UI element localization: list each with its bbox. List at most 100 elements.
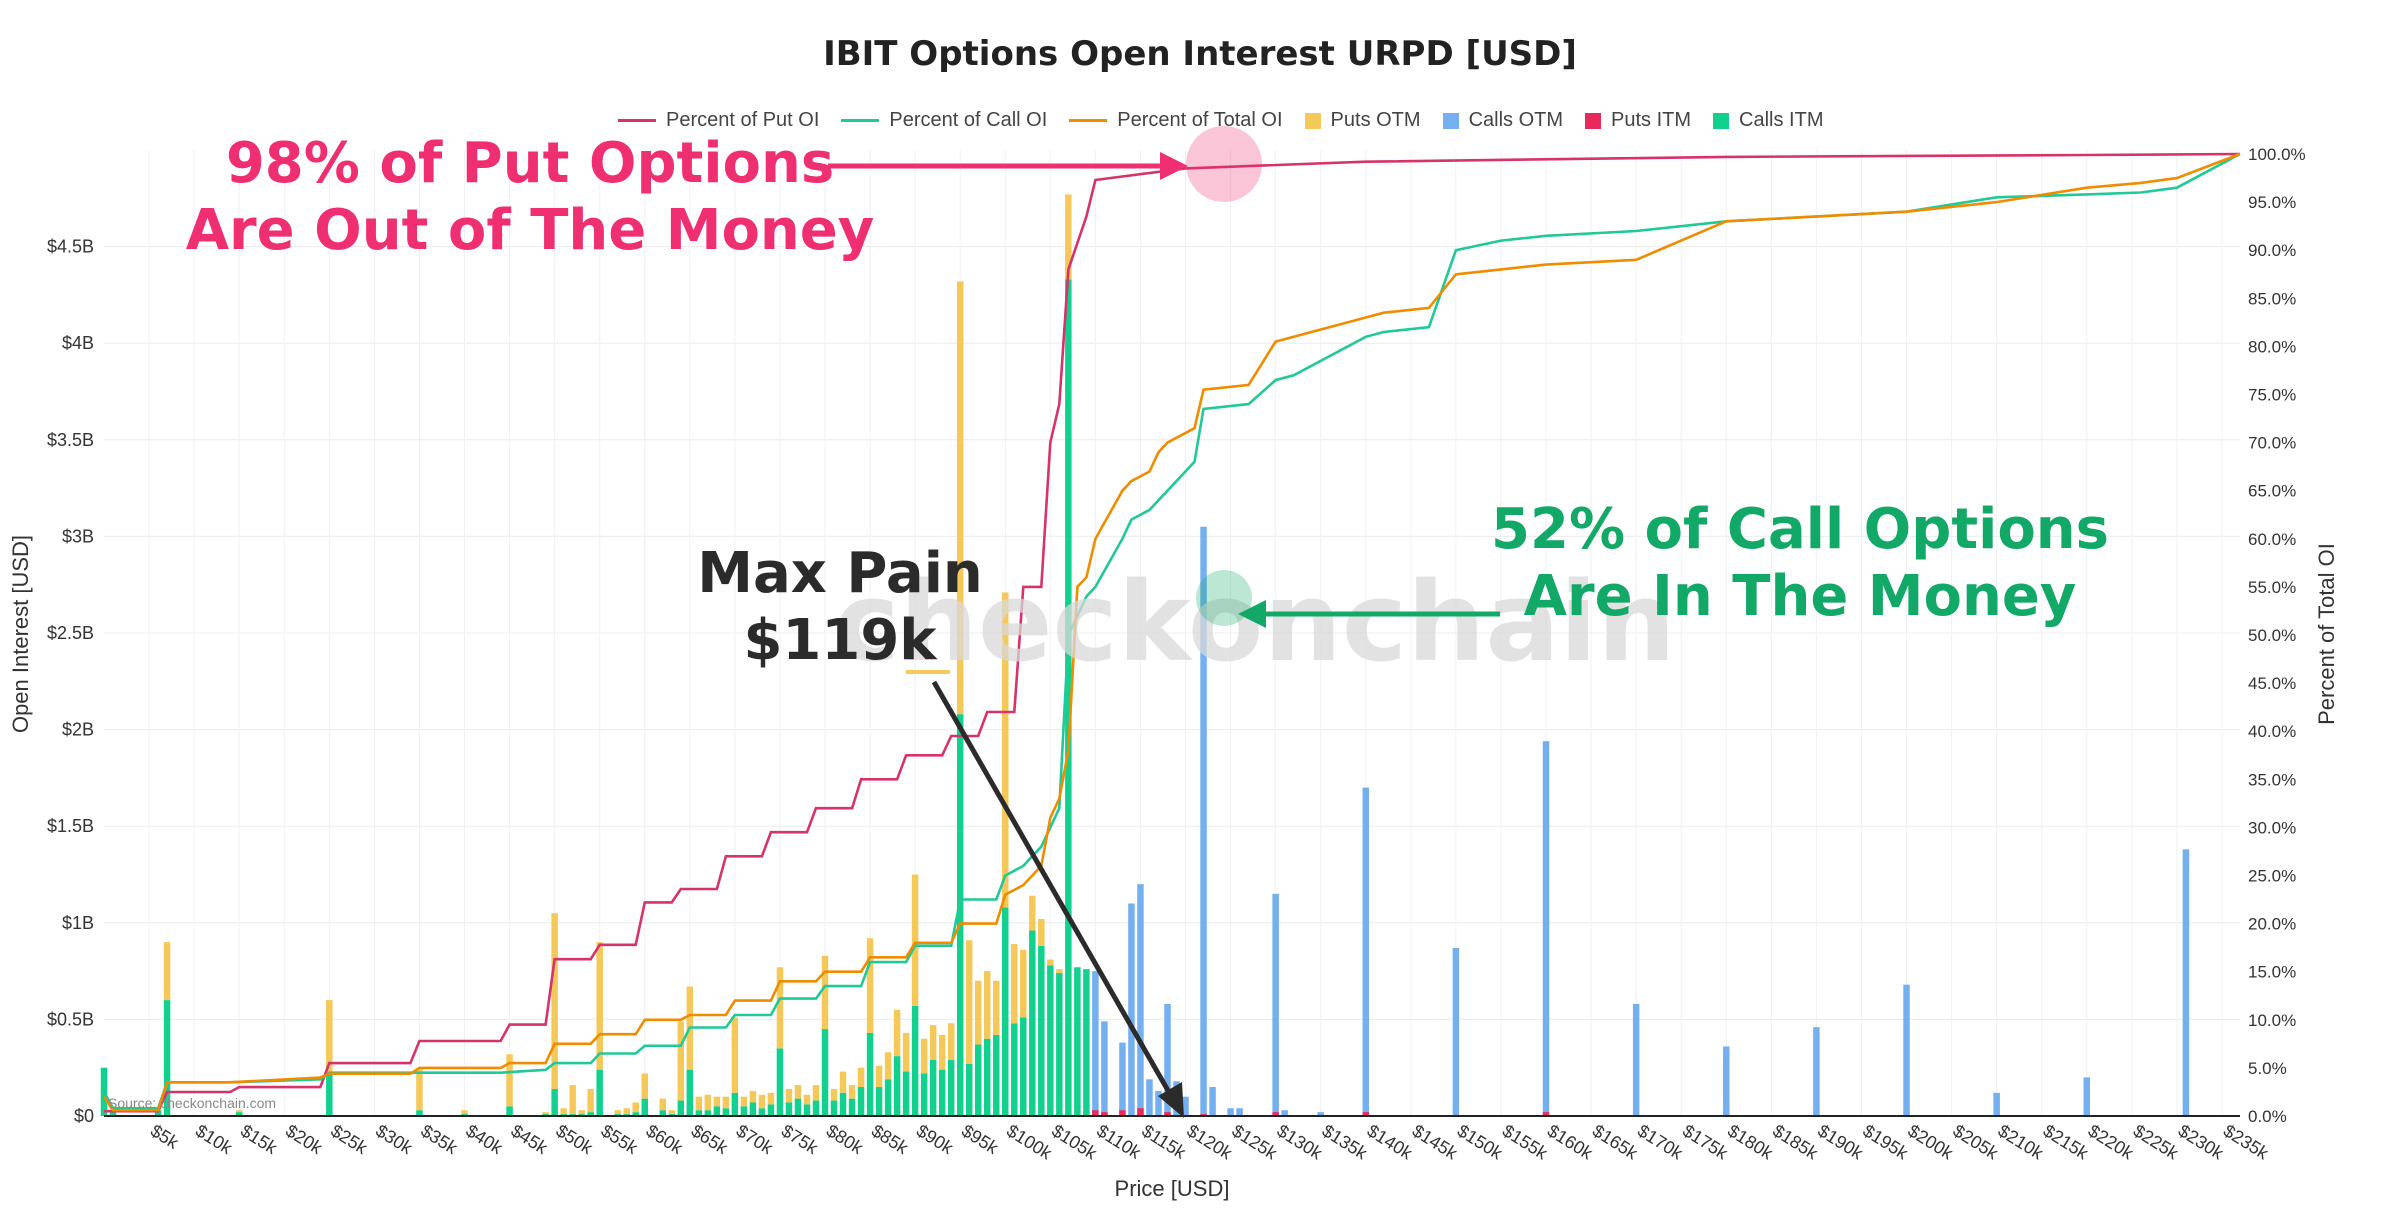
bar-calls-otm xyxy=(1227,1108,1234,1116)
bar-calls-itm xyxy=(848,1098,856,1116)
bar-calls-otm xyxy=(1723,1046,1730,1116)
bar-puts-otm xyxy=(722,1096,730,1109)
x-tick-label: $95k xyxy=(958,1120,1003,1158)
legend[interactable]: Percent of Put OI Percent of Call OI Per… xyxy=(618,109,1823,132)
bar-puts-otm xyxy=(596,942,603,1070)
bar-puts-otm xyxy=(956,281,964,715)
y2-tick-label: 70.0% xyxy=(2248,434,2296,453)
bar-puts-otm xyxy=(1029,895,1036,931)
bar-calls-itm xyxy=(785,1102,793,1116)
x-axis-label: Price [USD] xyxy=(1115,1176,1230,1201)
x-tick-label: $130k xyxy=(1274,1120,1327,1163)
x-tick-label: $55k xyxy=(598,1120,643,1158)
x-tick-label: $180k xyxy=(1724,1120,1777,1163)
bar-calls-itm xyxy=(839,1092,847,1116)
y2-tick-label: 45.0% xyxy=(2248,674,2296,693)
bar-calls-otm xyxy=(1813,1027,1820,1116)
bar-calls-otm xyxy=(1632,1003,1640,1116)
bar-puts-otm xyxy=(920,1038,928,1074)
line-percent-put-oi xyxy=(104,152,2241,1113)
maxpain-arrow-head xyxy=(1158,1082,1184,1118)
y2-tick-label: 15.0% xyxy=(2248,963,2296,982)
bar-puts-otm xyxy=(326,1000,333,1074)
y-axis-label: Open Interest [USD] xyxy=(8,535,33,733)
bar-calls-itm xyxy=(983,1038,991,1116)
legend-item-put-pct[interactable]: Percent of Put OI xyxy=(618,109,819,132)
legend-label-calls-itm: Calls ITM xyxy=(1739,109,1824,131)
x-tick-label: $220k xyxy=(2085,1120,2138,1163)
bar-calls-itm xyxy=(722,1108,730,1116)
x-tick-label: $225k xyxy=(2130,1120,2183,1163)
legend-item-total-pct[interactable]: Percent of Total OI xyxy=(1069,109,1283,132)
bar-puts-otm xyxy=(659,1098,667,1111)
y-tick-label: $0 xyxy=(74,1106,94,1126)
legend-label-puts-otm: Puts OTM xyxy=(1330,109,1421,131)
bar-puts-otm xyxy=(163,942,171,1001)
bar-calls-otm xyxy=(1092,971,1099,1116)
legend-item-calls-itm[interactable]: Calls ITM xyxy=(1713,109,1823,132)
bar-calls-itm xyxy=(812,1100,820,1116)
bar-calls-itm xyxy=(1074,967,1081,1116)
legend-item-puts-itm[interactable]: Puts ITM xyxy=(1585,109,1691,132)
bar-calls-itm xyxy=(740,1106,748,1116)
x-tick-label: $200k xyxy=(1904,1120,1957,1163)
bar-puts-otm xyxy=(587,1088,594,1113)
x-tick-label: $110k xyxy=(1093,1120,1145,1163)
bar-calls-otm xyxy=(1200,526,1207,1116)
y-tick-label: $0.5B xyxy=(47,1009,94,1029)
bar-puts-otm xyxy=(839,1071,847,1093)
bar-calls-itm xyxy=(947,1059,955,1116)
legend-item-calls-otm[interactable]: Calls OTM xyxy=(1442,109,1563,132)
bar-calls-otm xyxy=(1281,1110,1288,1116)
bar-calls-itm xyxy=(109,1112,117,1116)
bar-calls-itm xyxy=(1083,969,1090,1116)
bar-calls-itm xyxy=(1047,965,1054,1116)
chart-title: IBIT Options Open Interest URPD [USD] xyxy=(823,34,1577,74)
bar-calls-otm xyxy=(1452,947,1460,1116)
bar-calls-itm xyxy=(866,1032,874,1116)
bar-puts-otm xyxy=(1065,194,1072,280)
x-tick-label: $190k xyxy=(1814,1120,1867,1163)
put-annotation-line2: Are Out of The Money xyxy=(185,198,875,264)
legend-item-call-pct[interactable]: Percent of Call OI xyxy=(841,109,1047,132)
source-text: Source: checkonchain.com xyxy=(108,1095,276,1111)
bar-calls-itm xyxy=(920,1073,928,1116)
call-annotation-line2: Are In The Money xyxy=(1523,564,2077,630)
bar-puts-otm xyxy=(785,1088,793,1103)
bar-puts-otm xyxy=(911,874,919,1006)
y-tick-label: $1B xyxy=(62,913,94,933)
legend-swatch-total-pct xyxy=(1069,119,1108,122)
bar-puts-otm xyxy=(938,1034,946,1070)
bar-calls-itm xyxy=(416,1110,423,1116)
bar-puts-otm xyxy=(632,1102,639,1113)
bar-calls-otm xyxy=(1146,1079,1153,1116)
bar-calls-itm xyxy=(506,1106,513,1116)
bar-puts-otm xyxy=(884,1052,892,1080)
y2-tick-label: 50.0% xyxy=(2248,626,2296,645)
y2-tick-label: 35.0% xyxy=(2248,770,2296,789)
bar-calls-itm xyxy=(767,1104,775,1116)
x-tick-label: $65k xyxy=(688,1120,733,1158)
legend-item-puts-otm[interactable]: Puts OTM xyxy=(1304,109,1421,132)
y2-tick-label: 10.0% xyxy=(2248,1011,2296,1030)
bar-calls-otm xyxy=(2182,849,2190,1116)
bar-calls-itm xyxy=(776,1048,784,1116)
bar-calls-itm xyxy=(749,1102,757,1116)
bar-puts-otm xyxy=(758,1094,766,1109)
bar-puts-otm xyxy=(677,1021,685,1101)
put-arrow-head xyxy=(1160,152,1188,180)
bar-calls-otm xyxy=(1209,1087,1216,1116)
x-tick-label: $125k xyxy=(1228,1120,1281,1163)
y2-tick-label: 20.0% xyxy=(2248,915,2296,934)
bar-puts-otm xyxy=(983,971,991,1039)
x-tick-label: $75k xyxy=(778,1120,823,1158)
bar-puts-otm xyxy=(235,1110,243,1113)
bar-puts-itm xyxy=(1272,1112,1279,1116)
bar-puts-otm xyxy=(812,1085,820,1101)
y2-tick-label: 25.0% xyxy=(2248,867,2296,886)
bar-calls-otm xyxy=(1128,903,1135,1116)
bar-puts-itm xyxy=(1101,1112,1108,1116)
bar-puts-otm xyxy=(1038,918,1045,946)
y2-axis-label: Percent of Total OI xyxy=(2314,543,2339,725)
bar-calls-otm xyxy=(1101,1021,1108,1116)
